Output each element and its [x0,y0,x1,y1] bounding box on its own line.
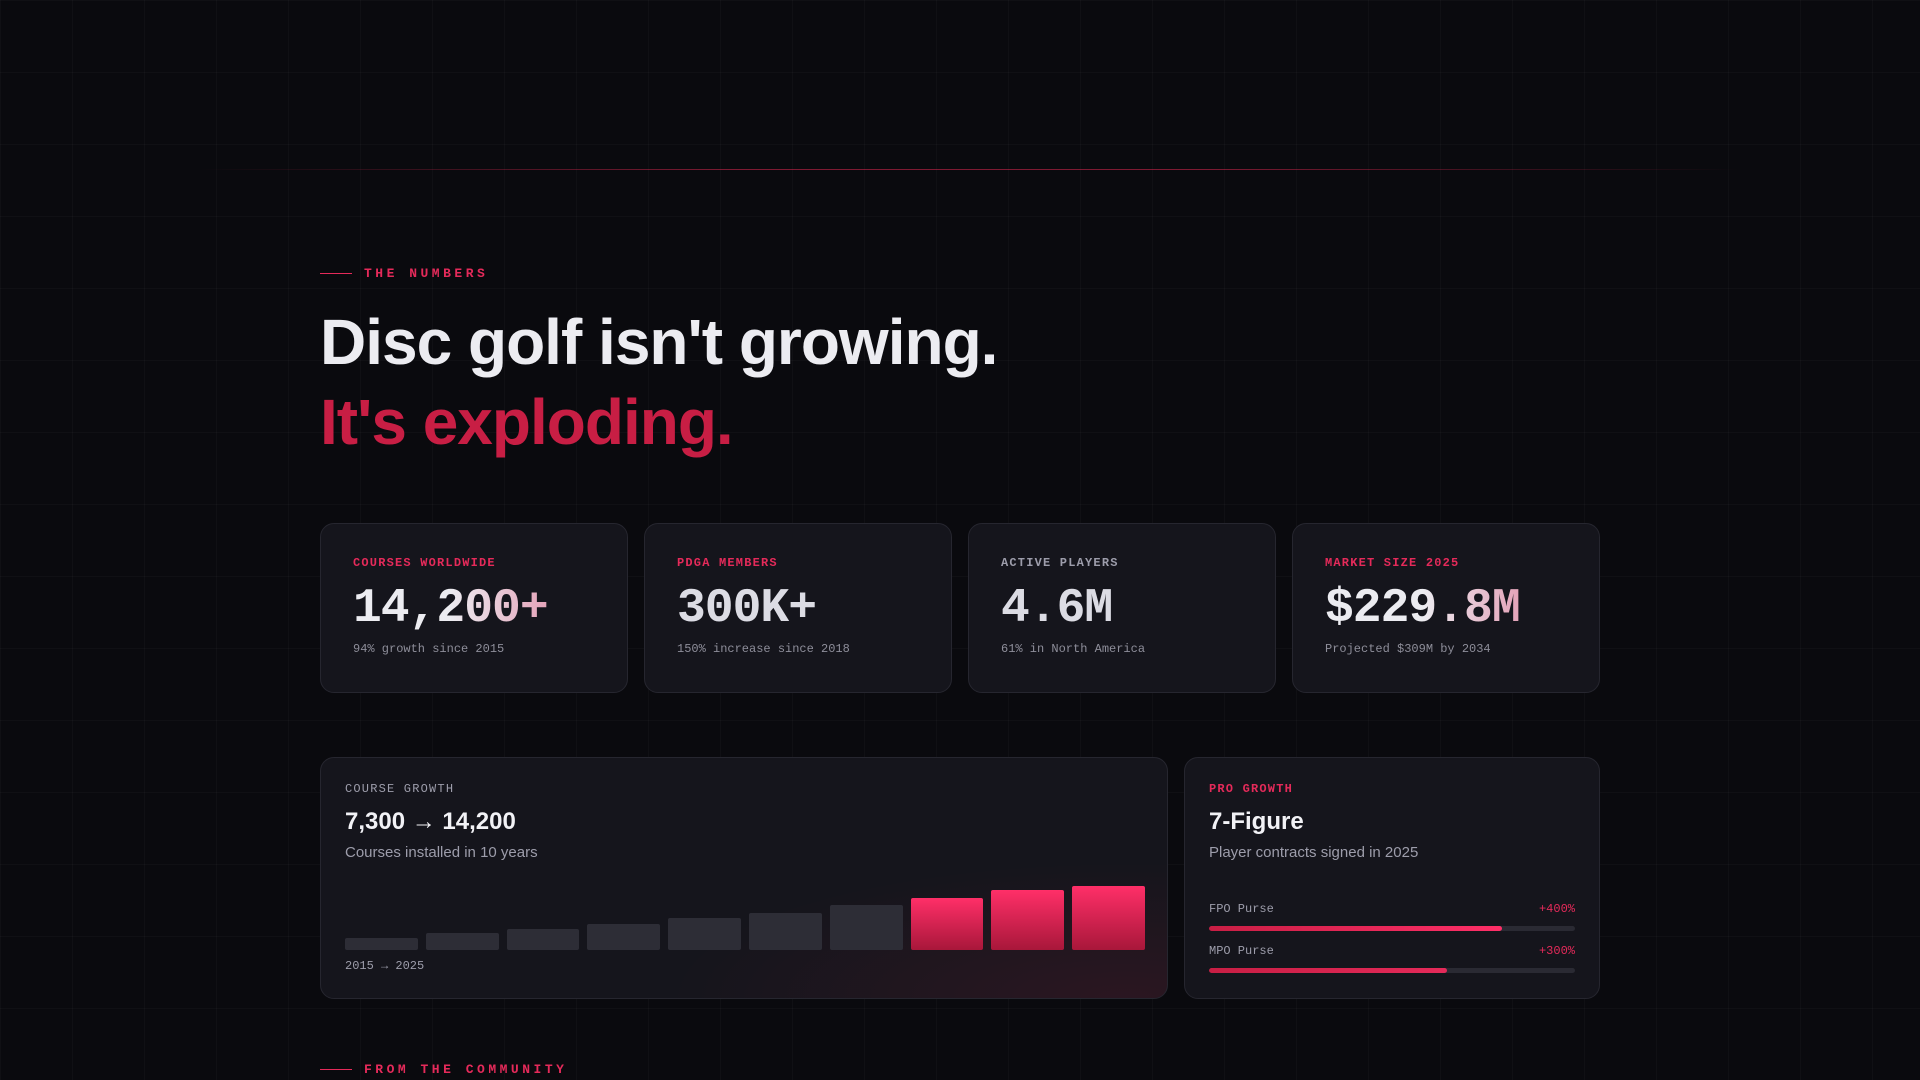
purse-name: MPO Purse [1209,944,1274,958]
stat-sub: Projected $309M by 2034 [1325,642,1491,656]
growth-bar [668,918,741,950]
stat-card-courses: COURSES WORLDWIDE 14,200+ 94% growth sin… [320,523,628,693]
progress-track [1209,926,1575,931]
stat-value: $229.8M [1325,580,1567,638]
eyebrow-line [320,1069,352,1070]
course-growth-panel: COURSE GROWTH 7,300 → 14,200 Courses ins… [320,757,1168,999]
growth-bar [829,905,903,950]
pro-growth-panel: PRO GROWTH 7-Figure Player contracts sig… [1184,757,1600,999]
growth-bar [506,928,580,950]
top-divider [200,169,1740,170]
stat-label: MARKET SIZE 2025 [1325,556,1460,570]
stat-card-market-size: MARKET SIZE 2025 $229.8M Projected $309M… [1292,523,1600,693]
purse-row-fpo: FPO Purse +400% [1209,902,1575,931]
growth-from: 7,300 [345,808,406,835]
stat-value: 14,200+ [353,580,595,638]
growth-bar [587,923,661,950]
panel-title: 7-Figure [1209,808,1304,835]
stat-card-pdga-members: PDGA MEMBERS 300K+ 150% increase since 2… [644,523,952,693]
range-label: 2015 → 2025 [345,959,425,973]
eyebrow-text: FROM THE COMMUNITY [364,1062,568,1077]
panel-label: COURSE GROWTH [345,782,455,796]
purse-change: +300% [1538,944,1575,958]
stat-label: COURSES WORLDWIDE [353,556,496,570]
progress-fill [1209,926,1502,931]
section-eyebrow: THE NUMBERS [320,266,488,281]
growth-bar [749,912,822,950]
stat-label: PDGA MEMBERS [677,556,778,570]
growth-bar [1072,886,1145,950]
purse-change: +400% [1538,902,1575,916]
stat-sub: 61% in North America [1001,642,1146,656]
next-section-eyebrow: FROM THE COMMUNITY [320,1062,567,1077]
stat-sub: 94% growth since 2015 [353,642,505,656]
growth-to: 14,200 [442,808,516,835]
headline: Disc golf isn't growing. It's exploding. [320,302,998,462]
growth-bar [425,932,499,950]
stat-value: 4.6M [1001,582,1113,636]
stat-card-active-players: ACTIVE PLAYERS 4.6M 61% in North America [968,523,1276,693]
headline-line-2: It's exploding. [320,386,734,458]
eyebrow-text: THE NUMBERS [364,266,489,281]
panel-subtitle: Courses installed in 10 years [345,844,538,861]
growth-bar [910,897,984,950]
panel-title: 7,300 → 14,200 [345,808,1143,836]
stat-label: ACTIVE PLAYERS [1001,556,1119,570]
growth-bar-chart [345,886,1145,950]
arrow-icon: → [411,808,436,835]
headline-line-1: Disc golf isn't growing. [320,306,998,378]
panel-label: PRO GROWTH [1209,782,1294,796]
growth-bar [345,937,418,950]
stat-value: 300K+ [677,582,817,636]
stat-sub: 150% increase since 2018 [677,642,850,656]
progress-track [1209,968,1575,973]
growth-bar [991,890,1065,950]
progress-fill [1209,968,1447,973]
purse-name: FPO Purse [1209,902,1274,916]
purse-row-mpo: MPO Purse +300% [1209,944,1575,973]
panel-subtitle: Player contracts signed in 2025 [1209,844,1419,861]
eyebrow-line [320,273,352,274]
